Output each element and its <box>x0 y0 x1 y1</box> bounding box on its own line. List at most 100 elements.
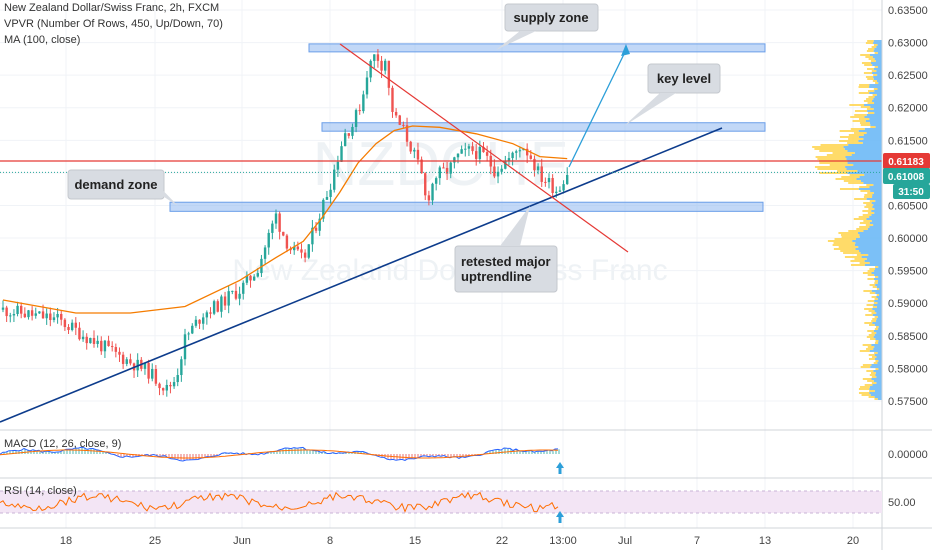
vp-bar-up <box>859 92 869 94</box>
vp-bar-down <box>863 138 882 140</box>
vp-bar-down <box>875 338 882 340</box>
vp-bar-up <box>874 352 878 354</box>
vp-bar-up <box>875 368 878 370</box>
vp-bar-down <box>868 254 882 256</box>
vp-bar-up <box>853 120 866 122</box>
vp-bar-up <box>860 122 870 124</box>
macd-hist-bar <box>273 452 275 454</box>
vp-bar-down <box>872 196 882 198</box>
candle-body <box>500 169 502 172</box>
ma-legend[interactable]: MA (100, close) <box>4 34 80 46</box>
vp-bar-down <box>876 332 882 334</box>
candle-body <box>86 337 88 343</box>
candle-body <box>551 178 553 193</box>
vp-bar-up <box>854 218 867 220</box>
vp-bar-down <box>874 40 882 42</box>
vp-bar-up <box>869 396 875 398</box>
vp-bar-down <box>877 306 882 308</box>
vp-bar-down <box>874 278 882 280</box>
vp-bar-up <box>855 110 867 112</box>
candle-body <box>173 382 175 386</box>
vp-bar-down <box>873 314 882 316</box>
rsi-legend[interactable]: RSI (14, close) <box>4 485 77 497</box>
vp-bar-down <box>873 204 882 206</box>
vp-bar-down <box>876 382 882 384</box>
vp-bar-down <box>873 348 882 350</box>
vp-bar-down <box>872 194 882 196</box>
vp-bar-down <box>874 380 882 382</box>
candle-body <box>548 178 550 182</box>
candle-body <box>206 312 208 317</box>
candle-body <box>464 149 466 150</box>
vp-bar-up <box>828 240 852 242</box>
vp-bar-down <box>874 346 882 348</box>
candle-body <box>126 359 128 364</box>
candle-body <box>35 313 37 315</box>
vp-bar-down <box>863 182 882 184</box>
vp-bar-up <box>870 338 875 340</box>
vp-bar-down <box>878 340 882 342</box>
vp-bar-down <box>875 374 882 376</box>
vp-bar-up <box>869 354 875 356</box>
vp-bar-up <box>864 308 872 310</box>
candle-body <box>453 157 455 162</box>
vp-bar-down <box>876 372 882 374</box>
zone-demand-zone <box>170 202 763 211</box>
vp-bar-down <box>869 226 882 228</box>
macd-hist-bar <box>63 451 65 454</box>
vp-bar-up <box>812 146 843 148</box>
vp-bar-up <box>864 196 872 198</box>
vp-bar-down <box>878 360 882 362</box>
vp-bar-down <box>848 150 882 152</box>
vp-bar-up <box>873 306 877 308</box>
vp-bar-up <box>870 374 875 376</box>
vp-bar-down <box>876 60 882 62</box>
candle-body <box>129 359 131 363</box>
main-pane[interactable] <box>0 0 882 428</box>
vp-bar-down <box>867 258 882 260</box>
vp-bar-up <box>841 234 859 236</box>
vp-bar-down <box>877 286 882 288</box>
vp-bar-down <box>859 130 882 132</box>
vp-bar-down <box>855 242 882 244</box>
vp-bar-down <box>876 296 882 298</box>
vp-bar-up <box>874 398 877 400</box>
candle-body <box>471 146 473 151</box>
vp-bar-up <box>819 150 847 152</box>
vp-bar-down <box>872 272 882 274</box>
candle-body <box>304 253 306 258</box>
candle-body <box>515 151 517 153</box>
candle-body <box>369 61 371 78</box>
candle-body <box>257 273 259 276</box>
vp-bar-up <box>856 228 868 230</box>
vp-bar-down <box>876 46 882 48</box>
candle-body <box>202 317 204 323</box>
candle-body <box>169 385 171 386</box>
candle-body <box>511 153 513 158</box>
vp-bar-up <box>875 360 878 362</box>
vpvr-legend[interactable]: VPVR (Number Of Rows, 450, Up/Down, 70) <box>4 18 223 30</box>
vp-bar-down <box>844 146 882 148</box>
vp-bar-up <box>872 70 877 72</box>
vp-bar-down <box>872 384 882 386</box>
vp-bar-down <box>875 58 882 60</box>
y-tick-label: 0.58500 <box>888 331 928 343</box>
vp-bar-up <box>869 334 875 336</box>
vp-bar-down <box>878 44 882 46</box>
y-tick-label: 0.63000 <box>888 38 928 50</box>
vp-bar-down <box>852 154 882 156</box>
vp-bar-up <box>840 130 859 132</box>
vp-bar-up <box>876 326 879 328</box>
vp-bar-down <box>862 256 882 258</box>
vp-bar-down <box>855 152 882 154</box>
vp-bar-up <box>860 54 870 56</box>
vp-bar-down <box>869 216 882 218</box>
vp-bar-down <box>872 202 882 204</box>
vp-bar-down <box>869 118 882 120</box>
macd-legend[interactable]: MACD (12, 26, close, 9) <box>4 438 121 450</box>
vp-bar-up <box>875 82 878 84</box>
vp-bar-down <box>872 72 882 74</box>
vp-bar-up <box>873 94 877 96</box>
vp-bar-up <box>867 278 874 280</box>
macd-hist-bar <box>453 454 455 457</box>
